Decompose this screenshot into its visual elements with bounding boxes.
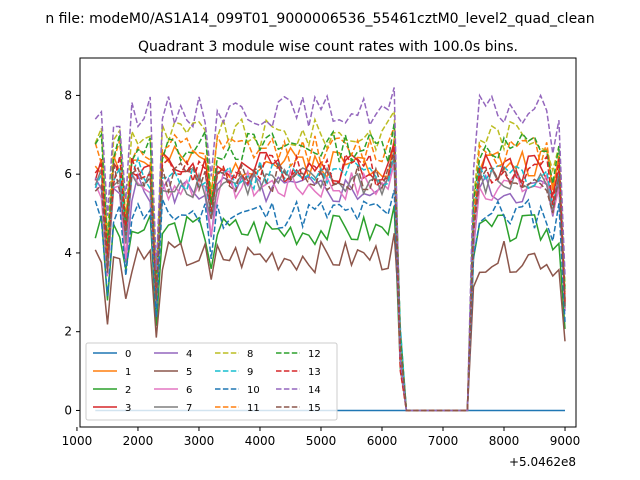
y-tick-label: 2: [64, 325, 72, 339]
legend-label: 5: [186, 367, 192, 378]
x-axis: 1000 2000 3000 4000 5000 6000 7000 8000 9000: [62, 427, 581, 448]
legend-label: 8: [247, 349, 253, 360]
series-line-13: [94, 146, 566, 412]
series-layer: [94, 87, 566, 412]
legend-label: 14: [308, 385, 321, 396]
x-offset-label: +5.0462e8: [509, 455, 576, 469]
series-line-15: [94, 154, 566, 412]
legend-label: 10: [247, 385, 260, 396]
y-tick-label: 8: [64, 88, 72, 102]
x-tick-label: 2000: [123, 434, 154, 448]
chart-suptitle: n file: modeM0/AS1A14_099T01_9000006536_…: [45, 11, 594, 27]
legend-label: 15: [308, 403, 321, 414]
series-line-2: [94, 205, 566, 412]
legend-label: 1: [125, 367, 131, 378]
legend-label: 3: [125, 403, 131, 414]
chart-title: Quadrant 3 module wise count rates with …: [138, 39, 518, 55]
x-tick-label: 9000: [550, 434, 581, 448]
x-tick-label: 8000: [489, 434, 520, 448]
series-line-8: [94, 108, 566, 412]
x-tick-label: 7000: [428, 434, 459, 448]
legend-label: 4: [186, 349, 192, 360]
series-line-11: [94, 126, 566, 412]
series-line-9: [94, 150, 566, 412]
series-line-5: [94, 233, 566, 412]
legend-label: 9: [247, 367, 253, 378]
x-tick-label: 1000: [62, 434, 93, 448]
y-tick-label: 4: [64, 246, 72, 260]
legend-label: 13: [308, 367, 321, 378]
series-line-10: [94, 189, 566, 412]
plot-frame: [79, 57, 577, 428]
series-line-6: [94, 162, 566, 412]
legend-label: 11: [247, 403, 260, 414]
legend-label: 6: [186, 385, 192, 396]
series-line-14: [94, 87, 566, 412]
legend-label: 7: [186, 403, 192, 414]
legend-label: 0: [125, 349, 131, 360]
y-tick-label: 0: [64, 403, 72, 417]
y-axis: 0 2 4 6 8: [64, 88, 80, 417]
x-tick-label: 5000: [306, 434, 337, 448]
legend-label: 12: [308, 349, 321, 360]
x-tick-label: 4000: [245, 434, 276, 448]
series-line-4: [94, 165, 566, 412]
x-tick-label: 6000: [367, 434, 398, 448]
y-tick-label: 6: [64, 167, 72, 181]
legend-box: [85, 342, 338, 421]
legend-label: 2: [125, 385, 131, 396]
x-tick-label: 3000: [184, 434, 215, 448]
